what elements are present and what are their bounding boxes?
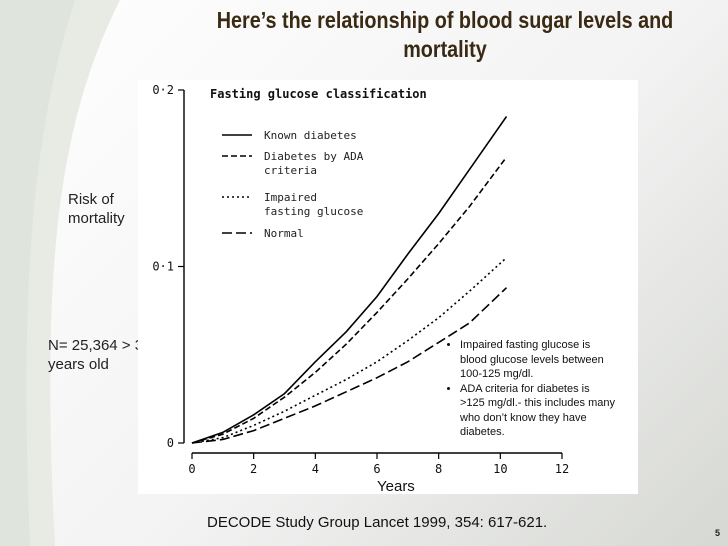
note-impaired-fasting: Impaired fasting glucose is blood glucos…: [460, 338, 616, 382]
legend-entry: Normal: [264, 227, 304, 240]
sample-size-label: N= 25,364 > 30 years old: [48, 337, 152, 373]
legend-entry: Diabetes by ADA criteria: [264, 150, 364, 177]
slide-number: 5: [715, 528, 721, 538]
y-tick-label: 0: [167, 436, 174, 450]
x-tick-label: 8: [435, 462, 442, 476]
x-tick-label: 6: [373, 462, 380, 476]
series-line-known-diabetes: [191, 116, 508, 444]
y-tick-label: 0·2: [152, 83, 174, 97]
x-tick-label: 4: [312, 462, 319, 476]
series-line-normal: [191, 287, 508, 444]
chart-title: Fasting glucose classification: [210, 87, 427, 101]
series-line-diabetes-by-ada-criteria: [191, 156, 508, 444]
page-title: Here’s the relationship of blood sugar l…: [216, 7, 674, 62]
x-tick-label: 0: [188, 462, 195, 476]
x-tick-label: 12: [555, 462, 569, 476]
chart-panel: Fasting glucose classification 0 0·1 0·2 0 2…: [138, 80, 638, 494]
y-tick-label: 0·1: [152, 260, 174, 274]
legend-entry: Impaired fasting glucose: [264, 191, 363, 218]
x-tick-label: 10: [493, 462, 507, 476]
note-ada-criteria: ADA criteria for diabetes is >125 mg/dl.…: [460, 382, 616, 440]
x-axis-label: Years: [377, 478, 415, 495]
notes-box: Impaired fasting glucose is blood glucos…: [446, 338, 616, 440]
decorative-wave: [0, 0, 120, 546]
x-tick-label: 2: [250, 462, 257, 476]
mortality-chart: Fasting glucose classification 0 0·1 0·2 0 2…: [152, 83, 569, 476]
legend-entry: Known diabetes: [264, 129, 357, 142]
risk-of-mortality-label: Risk of mortality: [68, 191, 125, 227]
citation: DECODE Study Group Lancet 1999, 354: 617…: [207, 514, 548, 531]
